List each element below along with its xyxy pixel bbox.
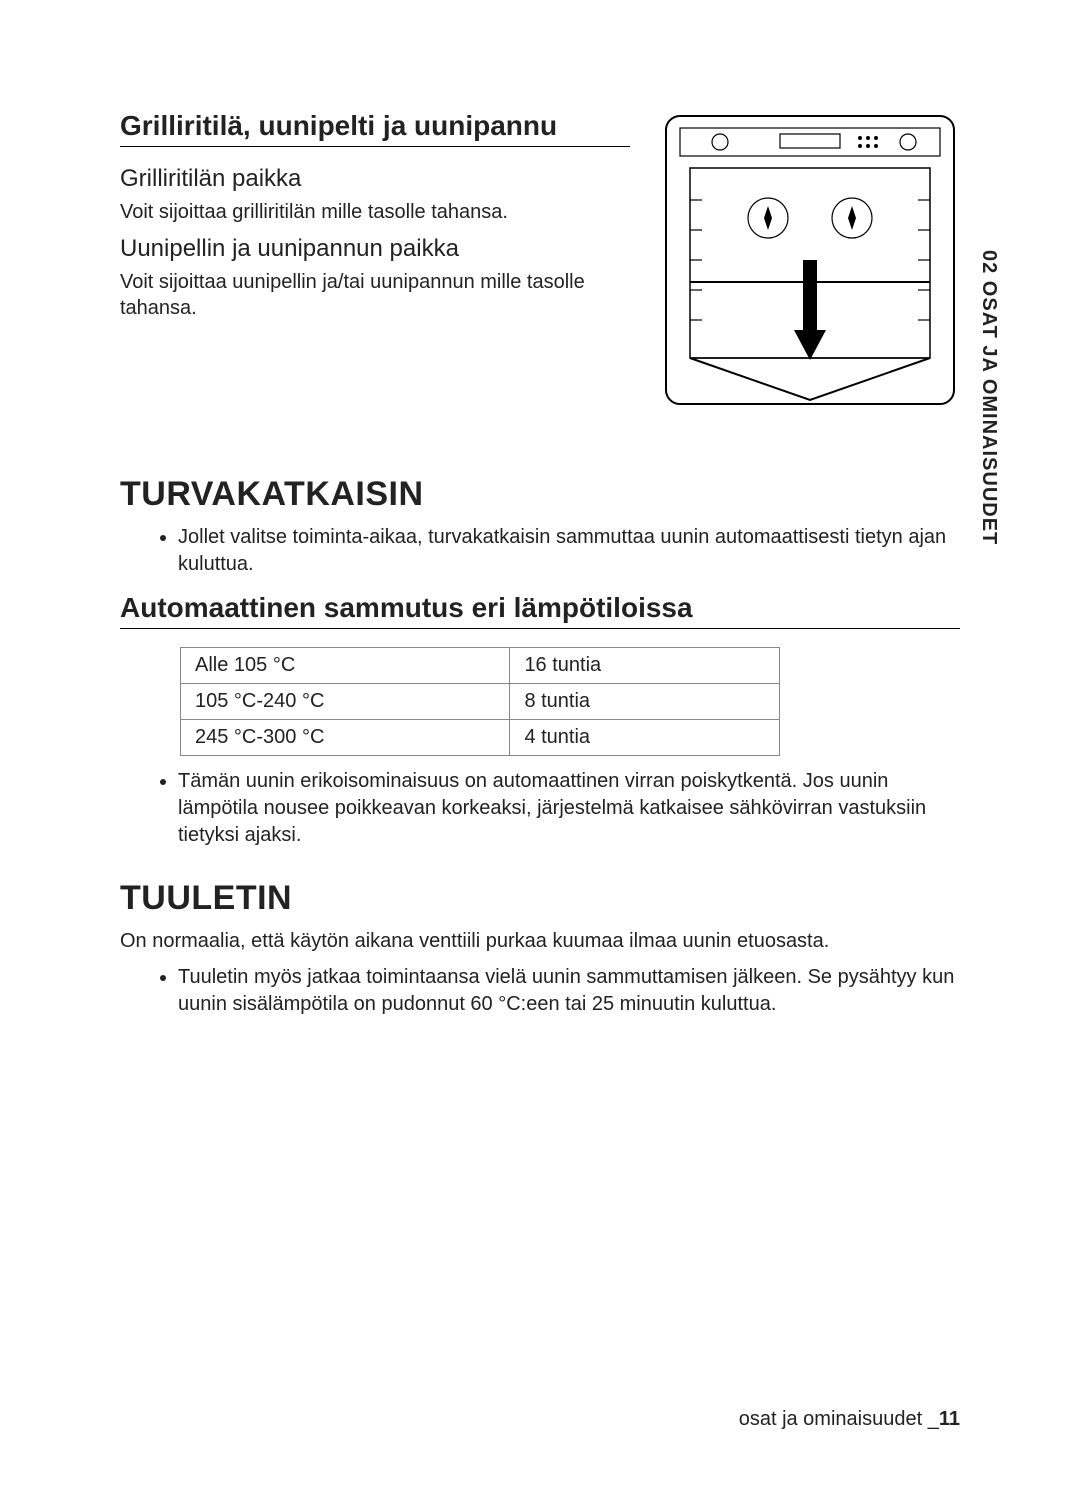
- section1-sub2-body: Voit sijoittaa uunipellin ja/tai uunipan…: [120, 269, 630, 321]
- section1-sub1-body: Voit sijoittaa grilliritilän mille tasol…: [120, 199, 630, 225]
- section2-bullet2: Tämän uunin erikoisominaisuus on automaa…: [178, 768, 960, 849]
- temp-cell: 105 °C-240 °C: [181, 684, 510, 720]
- section3-bullets: Tuuletin myös jatkaa toimintaansa vielä …: [120, 964, 960, 1018]
- section2-bullet1: Jollet valitse toiminta-aikaa, turvakatk…: [178, 524, 960, 578]
- section2-bullets-top: Jollet valitse toiminta-aikaa, turvakatk…: [120, 524, 960, 578]
- section3-intro: On normaalia, että käytön aikana venttii…: [120, 928, 960, 954]
- section1-title: Grilliritilä, uunipelti ja uunipannu: [120, 110, 630, 147]
- section1-sub2-title: Uunipellin ja uunipannun paikka: [120, 235, 630, 263]
- section-tab: 02 OSAT JA OMINAISUUDET: [977, 250, 1000, 545]
- section-grill-text: Grilliritilä, uunipelti ja uunipannu Gri…: [120, 110, 630, 331]
- section3-heading: TUULETIN: [120, 879, 960, 918]
- page-footer: osat ja ominaisuudet _11: [739, 1408, 960, 1431]
- duration-cell: 8 tuntia: [510, 684, 780, 720]
- table-row: 245 °C-300 °C4 tuntia: [181, 720, 780, 756]
- section3-bullet1: Tuuletin myös jatkaa toimintaansa vielä …: [178, 964, 960, 1018]
- temp-cell: 245 °C-300 °C: [181, 720, 510, 756]
- section2-bullets-bottom: Tämän uunin erikoisominaisuus on automaa…: [120, 768, 960, 849]
- footer-page-number: 11: [939, 1408, 960, 1430]
- duration-cell: 16 tuntia: [510, 648, 780, 684]
- table-row: 105 °C-240 °C8 tuntia: [181, 684, 780, 720]
- duration-cell: 4 tuntia: [510, 720, 780, 756]
- manual-page: 02 OSAT JA OMINAISUUDET Grilliritilä, uu…: [0, 0, 1080, 1491]
- table-row: Alle 105 °C16 tuntia: [181, 648, 780, 684]
- shutoff-table: Alle 105 °C16 tuntia105 °C-240 °C8 tunti…: [180, 647, 780, 756]
- oven-diagram-icon: [660, 110, 960, 410]
- section2-subheading: Automaattinen sammutus eri lämpötiloissa: [120, 592, 960, 629]
- section1-sub1-title: Grilliritilän paikka: [120, 165, 630, 193]
- section2-heading: TURVAKATKAISIN: [120, 475, 960, 514]
- section-grill: Grilliritilä, uunipelti ja uunipannu Gri…: [120, 110, 960, 415]
- oven-diagram-container: [660, 110, 960, 415]
- temp-cell: Alle 105 °C: [181, 648, 510, 684]
- footer-text: osat ja ominaisuudet _: [739, 1408, 939, 1430]
